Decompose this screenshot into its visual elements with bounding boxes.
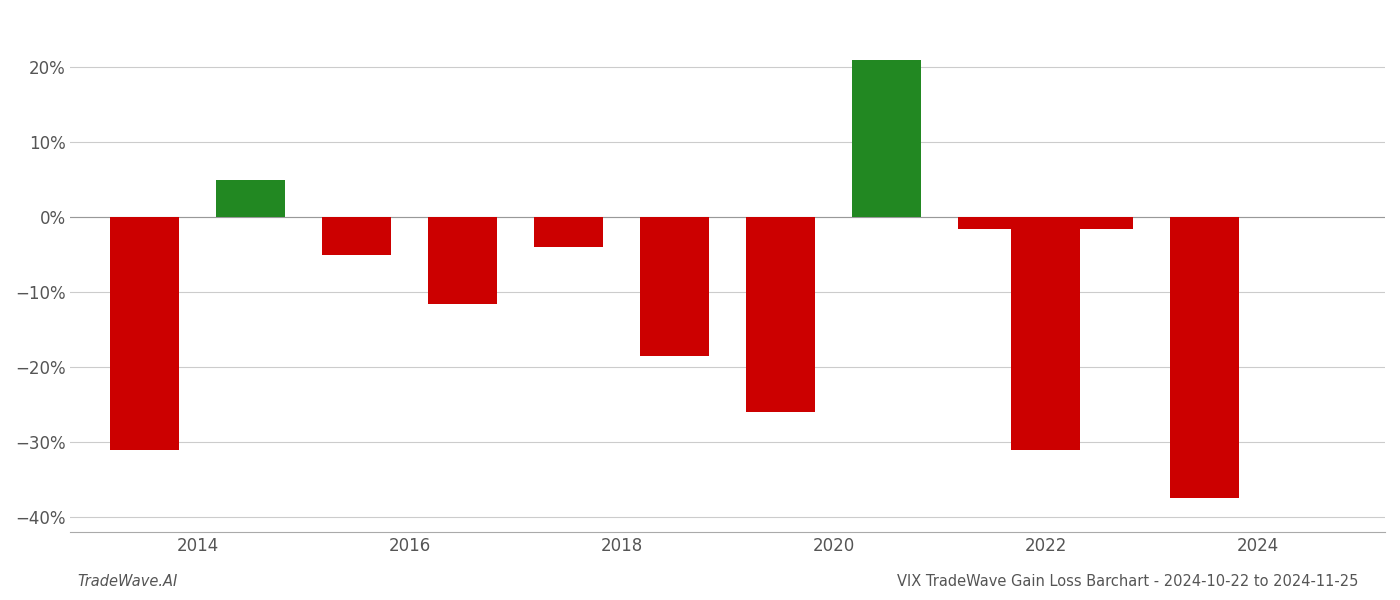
- Bar: [111, 217, 179, 449]
- Bar: [1011, 217, 1081, 449]
- Bar: [746, 217, 815, 412]
- Bar: [959, 217, 1028, 229]
- Bar: [216, 180, 286, 217]
- Bar: [322, 217, 391, 255]
- Text: VIX TradeWave Gain Loss Barchart - 2024-10-22 to 2024-11-25: VIX TradeWave Gain Loss Barchart - 2024-…: [896, 574, 1358, 589]
- Bar: [1064, 217, 1133, 229]
- Bar: [428, 217, 497, 304]
- Bar: [535, 217, 603, 247]
- Text: TradeWave.AI: TradeWave.AI: [77, 574, 178, 589]
- Bar: [1170, 217, 1239, 499]
- Bar: [853, 60, 921, 217]
- Bar: [640, 217, 710, 356]
